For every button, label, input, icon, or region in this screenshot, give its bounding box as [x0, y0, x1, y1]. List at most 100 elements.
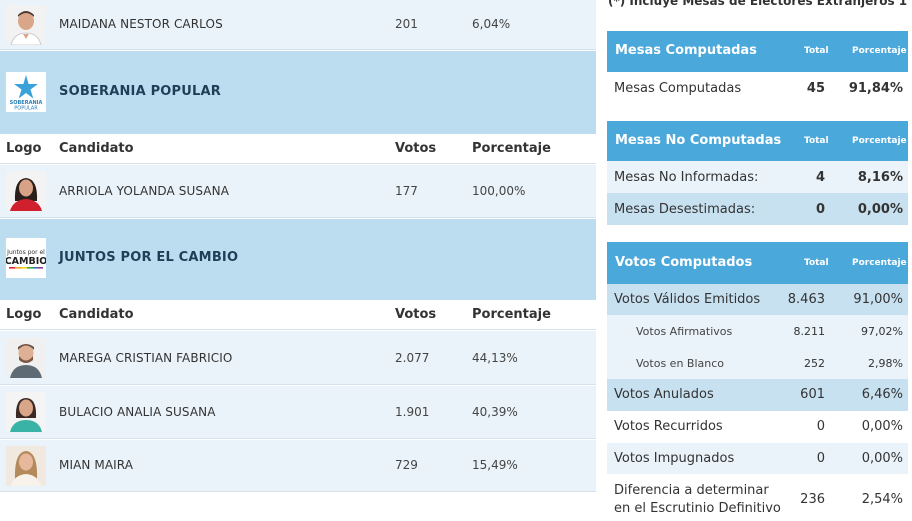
candidate-votes: 1.901: [395, 405, 430, 419]
row-percentage: 0,00%: [861, 419, 903, 434]
summary-row: Mesas Desestimadas: 0 0,00%: [607, 193, 908, 225]
col-total: Total: [804, 258, 829, 268]
svg-text:SOBERANIA: SOBERANIA: [10, 100, 43, 106]
summary-row: Votos Afirmativos 8.211 97,02%: [607, 315, 908, 347]
candidate-row: MAREGA CRISTIAN FABRICIO 2.077 44,13%: [0, 331, 596, 385]
summary-row: Votos Impugnados 0 0,00%: [607, 443, 908, 474]
box-title: Mesas No Computadas: [615, 133, 782, 148]
box-title: Mesas Computadas: [615, 43, 757, 58]
candidate-percentage: 100,00%: [472, 184, 526, 198]
row-label: Votos Anulados: [614, 387, 714, 402]
candidate-name: ARRIOLA YOLANDA SUSANA: [59, 184, 230, 198]
svg-text:Juntos por el: Juntos por el: [6, 249, 45, 256]
candidate-photo: [6, 171, 46, 211]
summary-row: Votos Válidos Emitidos 8.463 91,00%: [607, 284, 908, 315]
col-percentage: Porcentaje: [852, 258, 907, 268]
table-header: Logo Candidato Votos Porcentaje: [0, 300, 596, 330]
box-title: Votos Computados: [615, 255, 753, 270]
candidate-photo: [6, 338, 46, 378]
row-total: 601: [800, 387, 825, 402]
row-label: Votos en Blanco: [636, 357, 724, 370]
summary-row: Votos en Blanco 252 2,98%: [607, 347, 908, 379]
mesas-no-computadas-box: Mesas No Computadas Total Porcentaje Mes…: [607, 121, 908, 225]
row-label: Votos Impugnados: [614, 451, 735, 466]
row-percentage: 97,02%: [861, 325, 903, 338]
candidate-row: MAIDANA NESTOR CARLOS 201 6,04%: [0, 0, 596, 50]
summary-panel: (*) Incluye Mesas de Electores Extranjer…: [596, 0, 912, 521]
candidate-name: MIAN MAIRA: [59, 458, 134, 472]
candidate-photo: [6, 392, 46, 432]
candidate-percentage: 15,49%: [472, 458, 518, 472]
foreign-voters-note: (*) Incluye Mesas de Electores Extranjer…: [608, 0, 908, 8]
candidate-votes: 177: [395, 184, 418, 198]
candidate-row: ARRIOLA YOLANDA SUSANA 177 100,00%: [0, 165, 596, 218]
row-total: 4: [815, 170, 825, 185]
party-logo: Juntos por el CAMBIO: [5, 238, 47, 278]
row-label-line1: Diferencia a determinar: [614, 483, 769, 498]
row-label-line2: en el Escrutinio Definitivo: [614, 501, 781, 516]
party-header: Juntos por el CAMBIO JUNTOS POR EL CAMBI…: [0, 219, 596, 300]
row-percentage: 91,84%: [848, 81, 903, 96]
candidate-votes: 2.077: [395, 351, 430, 365]
summary-row: Votos Anulados 601 6,46%: [607, 379, 908, 411]
candidate-photo: [6, 446, 46, 486]
col-total: Total: [804, 46, 829, 56]
candidate-row: MIAN MAIRA 729 15,49%: [0, 440, 596, 492]
row-label: Votos Recurridos: [614, 419, 723, 434]
col-logo: Logo: [6, 307, 42, 322]
row-total: 8.211: [793, 325, 826, 338]
row-percentage: 0,00%: [861, 451, 903, 466]
box-header: Votos Computados Total Porcentaje: [607, 242, 908, 284]
party-name: SOBERANIA POPULAR: [59, 84, 221, 99]
col-percentage: Porcentaje: [472, 307, 551, 322]
col-candidate: Candidato: [59, 307, 134, 322]
summary-row: Votos Recurridos 0 0,00%: [607, 411, 908, 443]
svg-text:POPULAR: POPULAR: [14, 106, 38, 112]
row-total: 0: [816, 419, 825, 434]
col-percentage: Porcentaje: [852, 136, 907, 146]
row-label: Votos Afirmativos: [636, 325, 733, 338]
svg-text:CAMBIO: CAMBIO: [6, 256, 46, 267]
box-header: Mesas Computadas Total Porcentaje: [607, 31, 908, 72]
table-header: Logo Candidato Votos Porcentaje: [0, 134, 596, 164]
col-votes: Votos: [395, 307, 437, 322]
mesas-computadas-box: Mesas Computadas Total Porcentaje Mesas …: [607, 31, 908, 106]
box-header: Mesas No Computadas Total Porcentaje: [607, 121, 908, 161]
row-total: 45: [806, 81, 825, 96]
col-total: Total: [804, 136, 829, 146]
candidate-photo: [6, 5, 46, 45]
row-total: 236: [800, 492, 825, 507]
candidate-name: MAREGA CRISTIAN FABRICIO: [59, 351, 233, 365]
row-percentage: 2,98%: [868, 357, 903, 370]
party-header: SOBERANIA POPULAR SOBERANIA POPULAR: [0, 51, 596, 134]
row-label: Votos Válidos Emitidos: [614, 292, 761, 307]
row-percentage: 0,00%: [857, 202, 903, 217]
col-votes: Votos: [395, 141, 437, 156]
party-name: JUNTOS POR EL CAMBIO: [59, 250, 239, 265]
candidate-name: MAIDANA NESTOR CARLOS: [59, 17, 223, 31]
row-percentage: 8,16%: [857, 170, 903, 185]
col-candidate: Candidato: [59, 141, 134, 156]
summary-row: Mesas No Informadas: 4 8,16%: [607, 161, 908, 193]
candidate-percentage: 6,04%: [472, 17, 511, 31]
row-label: Mesas Desestimadas:: [614, 202, 756, 217]
col-percentage: Porcentaje: [852, 46, 907, 56]
candidate-row: BULACIO ANALIA SUSANA 1.901 40,39%: [0, 386, 596, 439]
candidate-percentage: 44,13%: [472, 351, 518, 365]
candidate-votes: 729: [395, 458, 418, 472]
summary-row: Diferencia a determinar en el Escrutinio…: [607, 474, 908, 521]
summary-row: Mesas Computadas 45 91,84%: [607, 72, 908, 106]
row-label: Mesas No Informadas:: [614, 170, 759, 185]
party-logo: SOBERANIA POPULAR: [6, 72, 46, 112]
row-total: 252: [804, 357, 825, 370]
row-percentage: 2,54%: [861, 492, 903, 507]
row-total: 8.463: [787, 292, 825, 307]
row-total: 0: [815, 202, 825, 217]
col-logo: Logo: [6, 141, 42, 156]
candidate-name: BULACIO ANALIA SUSANA: [59, 405, 216, 419]
votos-computados-box: Votos Computados Total Porcentaje Votos …: [607, 242, 908, 521]
row-percentage: 91,00%: [853, 292, 903, 307]
candidate-percentage: 40,39%: [472, 405, 518, 419]
row-label: Mesas Computadas: [614, 81, 742, 96]
col-percentage: Porcentaje: [472, 141, 551, 156]
